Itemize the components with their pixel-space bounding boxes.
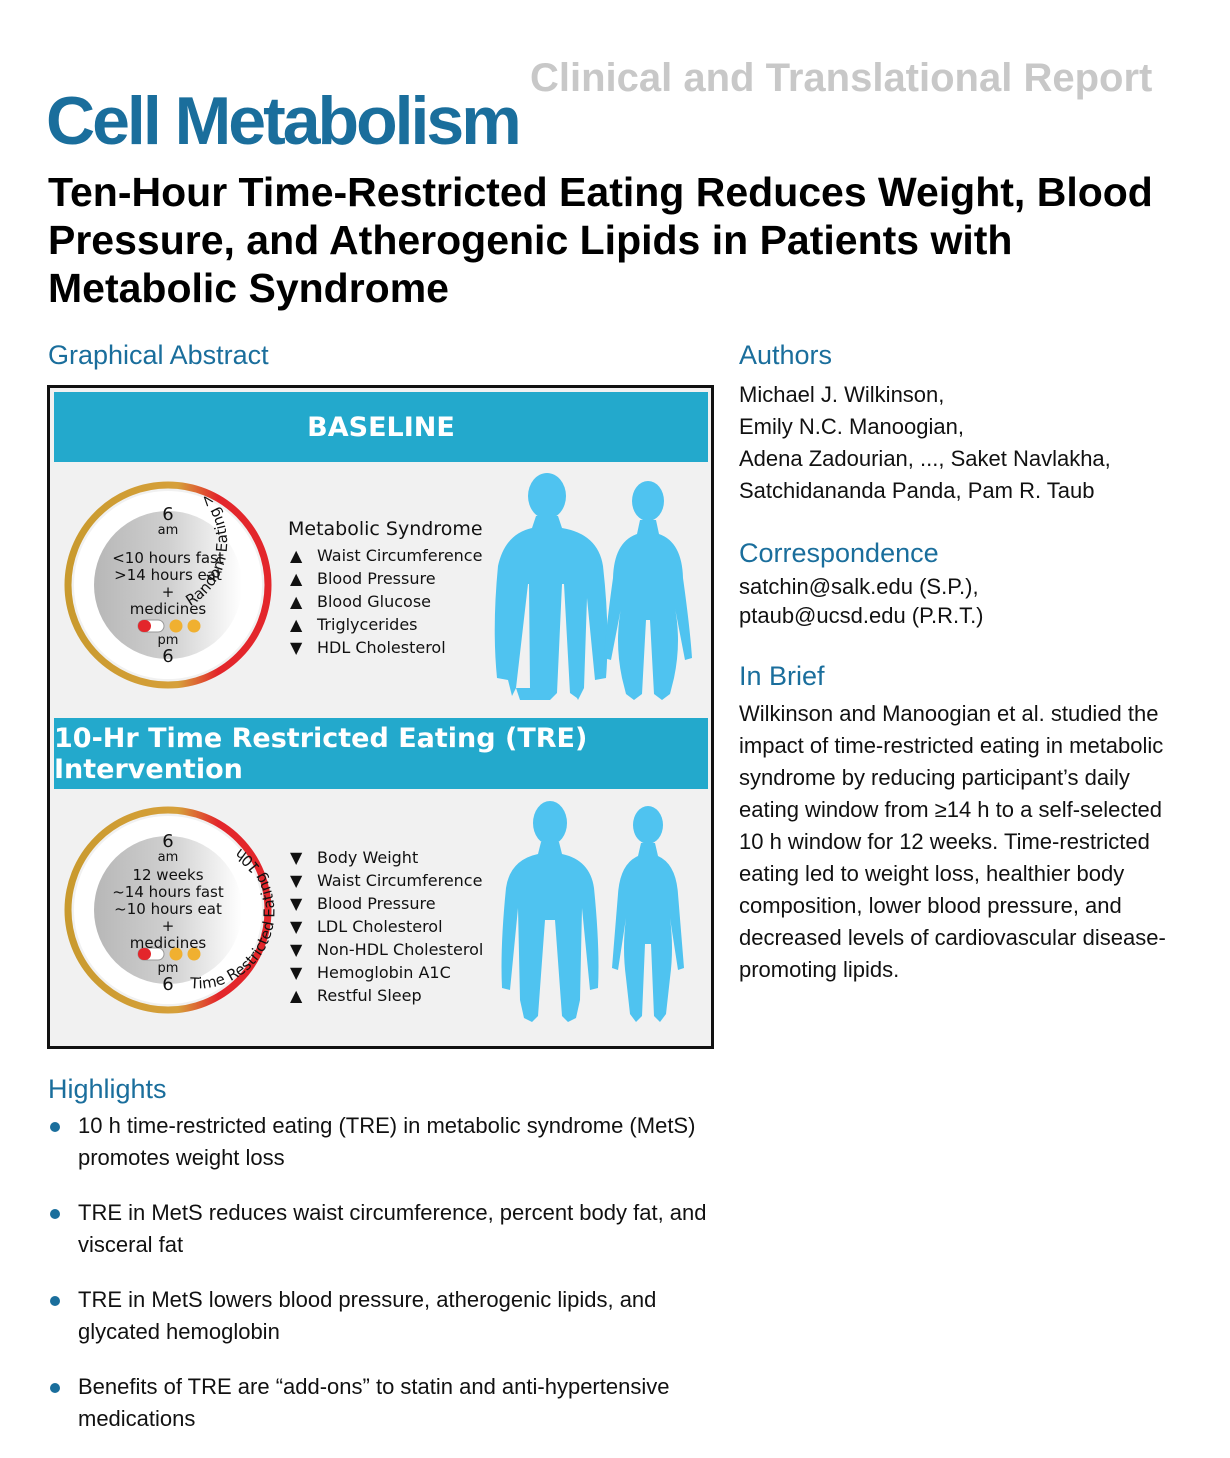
intervention-effect-item: ▼ Waist Circumference (290, 871, 483, 890)
authors-heading: Authors (739, 340, 833, 370)
intervention-clock-am-num: 6 (162, 831, 174, 852)
baseline-clock-pm: pm (157, 633, 179, 648)
intervention-effect-item: ▲ Restful Sleep (290, 986, 422, 1005)
author-line: Emily N.C. Manoogian, (739, 414, 964, 439)
article-title: Ten-Hour Time-Restricted Eating Reduces … (48, 169, 1153, 311)
graphical-abstract-art: Random Eating >14 hours Time Restricted … (50, 388, 692, 1022)
baseline-band: BASELINE (54, 392, 708, 462)
author-line: Satchidananda Panda, Pam R. Taub (739, 478, 1095, 503)
intervention-clock-am: am (157, 850, 179, 865)
intervention-clock-pm: pm (157, 961, 179, 976)
baseline-effect-item: ▲ Waist Circumference (290, 546, 483, 565)
highlight-item: TRE in MetS reduces waist circumference,… (48, 1197, 738, 1261)
intervention-effect-item: ▼ Blood Pressure (290, 894, 436, 913)
intervention-clock-line: ~10 hours eat (114, 900, 222, 918)
highlights-list: 10 h time-restricted eating (TRE) in met… (48, 1110, 738, 1458)
intervention-clock-pm-num: 6 (162, 974, 174, 995)
baseline-pills-icon (137, 619, 201, 633)
in-brief-heading: In Brief (739, 661, 825, 691)
intervention-clock-line: ~14 hours fast (112, 883, 224, 901)
baseline-figures (494, 473, 692, 700)
correspondence-list: satchin@salk.edu (S.P.), ptaub@ucsd.edu … (739, 572, 984, 630)
graphical-abstract-heading: Graphical Abstract (48, 340, 269, 370)
intervention-pills-icon (137, 947, 201, 961)
baseline-female-figure-icon (604, 481, 692, 700)
baseline-clock-am-num: 6 (162, 504, 174, 525)
baseline-clock-line: >14 hours eat (114, 566, 222, 584)
bullet-icon (50, 1209, 60, 1219)
baseline-effect-item: ▲ Blood Pressure (290, 569, 436, 588)
baseline-clock-pm-num: 6 (162, 646, 174, 667)
intervention-female-figure-icon (612, 806, 684, 1022)
intervention-effects-list: ▼ Body Weight ▼ Waist Circumference ▼ Blood… (290, 846, 483, 1007)
correspondence-heading: Correspondence (739, 538, 939, 568)
correspondence-email-link[interactable]: satchin@salk.edu (S.P.), (739, 574, 979, 599)
intervention-clock-line: medicines (129, 934, 207, 952)
intervention-male-figure-icon (501, 801, 599, 1022)
baseline-effect-item: ▲ Triglycerides (290, 615, 418, 634)
report-type: Clinical and Translational Report (530, 56, 1153, 100)
intervention-band: 10-Hr Time Restricted Eating (TRE) Inter… (54, 718, 708, 789)
intervention-clock-lines: 12 weeks ~14 hours fast ~10 hours eat + … (105, 867, 231, 952)
author-line: Michael J. Wilkinson, (739, 382, 945, 407)
intervention-figures (501, 801, 684, 1022)
intervention-clock-line: 12 weeks (132, 866, 204, 884)
baseline-clock-line: <10 hours fast (112, 549, 224, 567)
baseline-effects-title: Metabolic Syndrome (288, 518, 483, 540)
baseline-effect-item: ▼ HDL Cholesterol (290, 638, 446, 657)
baseline-clock-am: am (157, 523, 179, 538)
intervention-effect-item: ▼ Hemoglobin A1C (290, 963, 451, 982)
baseline-effects-list: ▲ Waist Circumference ▲ Blood Pressure ▲ Bl… (290, 544, 482, 659)
intervention-clock-line: + (161, 917, 175, 935)
intervention-effect-item: ▼ LDL Cholesterol (290, 917, 443, 936)
baseline-clock-line: medicines (129, 600, 207, 618)
intervention-effect-item: ▼ Non-HDL Cholesterol (290, 940, 484, 959)
baseline-clock-line: + (161, 583, 175, 601)
baseline-male-figure-icon (494, 473, 608, 700)
bullet-icon (50, 1122, 60, 1132)
graphical-abstract: BASELINE 10-Hr Time Restricted Eating (T… (47, 385, 714, 1049)
journal-name: Cell Metabolism (46, 83, 522, 159)
bullet-icon (50, 1383, 60, 1393)
bullet-icon (50, 1296, 60, 1306)
baseline-effect-item: ▲ Blood Glucose (290, 592, 431, 611)
highlights-heading: Highlights (48, 1074, 167, 1104)
intervention-effect-item: ▼ Body Weight (290, 848, 419, 867)
correspondence-email-link[interactable]: ptaub@ucsd.edu (P.R.T.) (739, 603, 984, 628)
highlight-item: 10 h time-restricted eating (TRE) in met… (48, 1110, 738, 1174)
highlight-item: TRE in MetS lowers blood pressure, ather… (48, 1284, 738, 1348)
in-brief-text: Wilkinson and Manoogian et al. studied t… (739, 701, 1166, 982)
baseline-clock-lines: <10 hours fast >14 hours eat + medicines (108, 550, 228, 618)
author-line: Adena Zadourian, ..., Saket Navlakha, (739, 446, 1111, 471)
highlight-item: Benefits of TRE are “add-ons” to statin … (48, 1371, 738, 1435)
authors-list: Michael J. Wilkinson, Emily N.C. Manoogi… (739, 379, 1111, 507)
